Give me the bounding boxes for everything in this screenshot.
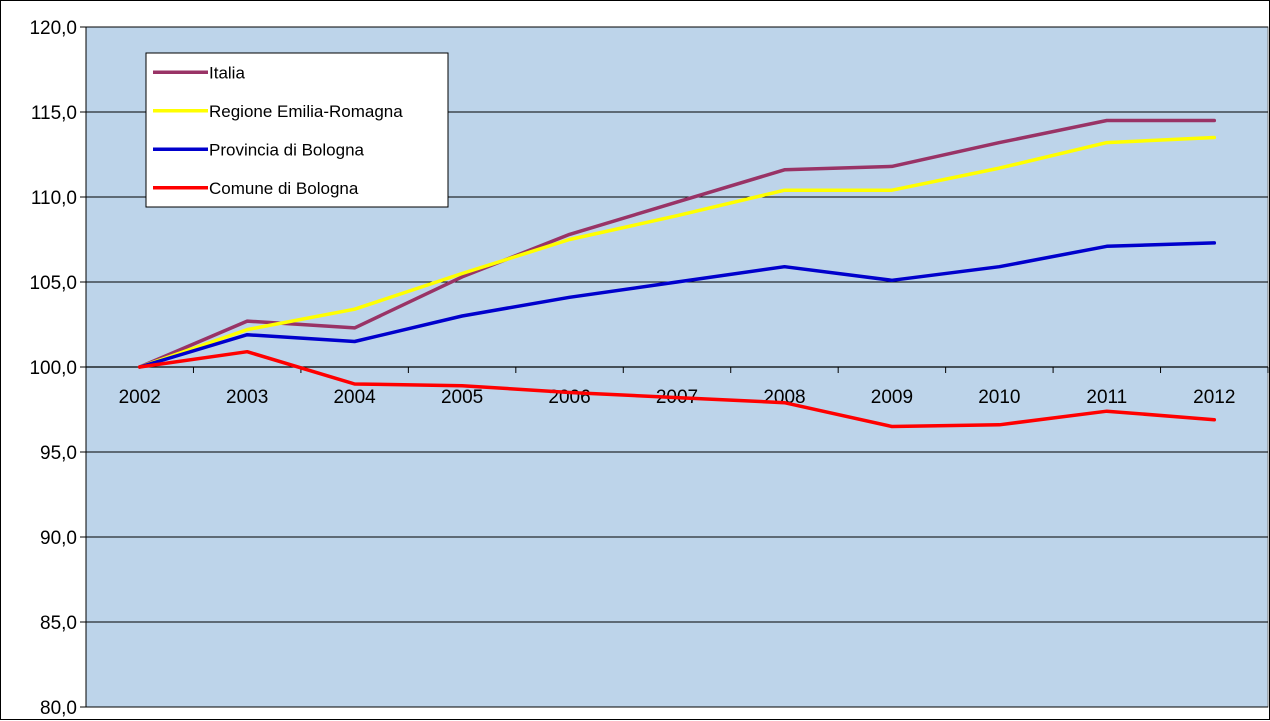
x-tick-label: 2005 (441, 387, 483, 408)
y-tick-label: 90,0 (40, 528, 77, 549)
x-tick-label: 2002 (119, 387, 161, 408)
y-tick-label: 80,0 (40, 698, 77, 719)
axes (85, 27, 1269, 707)
x-tick-label: 2004 (333, 387, 376, 408)
x-tick-label: 2012 (1193, 387, 1235, 408)
series-line (137, 118, 1217, 369)
y-axis-tick-labels: 80,0 85,0 90,0 95,0 100,0 105,0 110,0 115,0 120,… (29, 18, 77, 719)
series-line (137, 349, 1217, 429)
y-tick-label: 85,0 (40, 613, 77, 634)
y-tick-label: 110,0 (31, 188, 77, 209)
x-tick-label: 2010 (978, 387, 1020, 408)
legend-label: Regione Emilia-Romagna (209, 102, 403, 121)
series-line (137, 241, 1217, 369)
series-lines (137, 118, 1217, 429)
legend-label: Italia (209, 63, 245, 82)
legend-label: Provincia di Bologna (209, 140, 365, 159)
x-tick-label: 2011 (1086, 387, 1127, 408)
legend-label: Comune di Bologna (209, 179, 359, 198)
y-tick-label: 105,0 (29, 273, 77, 294)
y-tick-label: 115,0 (31, 103, 77, 124)
legend: Italia Regione Emilia-Romagna Provincia di… (145, 52, 449, 208)
y-tick-label: 95,0 (40, 443, 77, 464)
y-tick-label: 120,0 (29, 18, 77, 39)
x-tick-label: 2009 (871, 387, 913, 408)
x-tick-label: 2003 (226, 387, 268, 408)
legend-box (145, 52, 449, 208)
y-tick-label: 100,0 (29, 358, 77, 379)
series-line (137, 135, 1217, 369)
